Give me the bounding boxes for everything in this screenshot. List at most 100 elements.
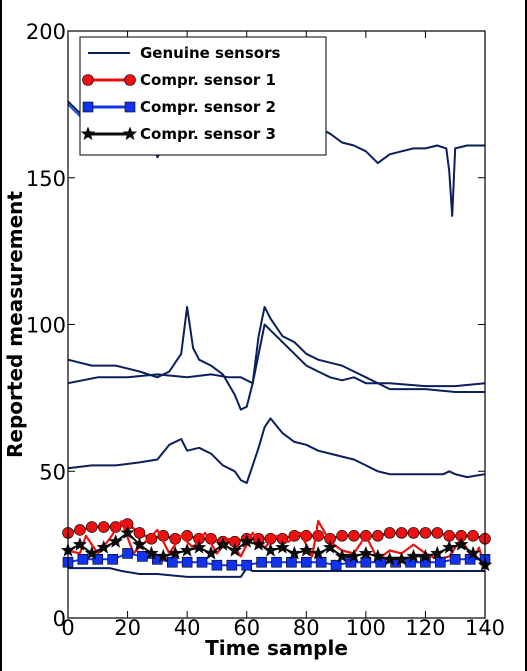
legend-marker	[122, 126, 138, 141]
data-point	[299, 542, 314, 557]
series-line	[67, 305, 485, 411]
data-point	[275, 540, 290, 554]
series-line	[67, 417, 486, 484]
data-point	[394, 551, 409, 566]
data-point	[348, 530, 360, 542]
data-point	[346, 548, 362, 563]
data-point	[120, 525, 135, 539]
data-point	[370, 548, 385, 563]
data-point	[77, 553, 89, 565]
data-point	[310, 545, 326, 560]
right-frame-border	[525, 0, 527, 671]
series-7	[67, 519, 487, 569]
y-tick-label: 100	[26, 314, 66, 338]
y-tick-label: 150	[26, 167, 66, 191]
legend-entry: Compr. sensor 3	[80, 125, 276, 143]
data-point	[467, 530, 479, 542]
x-axis-label: Time sample	[205, 636, 348, 660]
data-point	[443, 530, 456, 542]
data-point	[179, 542, 195, 557]
data-point	[383, 527, 396, 539]
data-point	[241, 559, 253, 571]
data-point	[418, 548, 433, 563]
legend-entries: Genuine sensors Compr. sensor 1 Compr. sen…	[80, 44, 280, 143]
x-tick-label: 0	[61, 616, 74, 640]
data-point	[191, 540, 207, 554]
data-point	[215, 537, 231, 551]
data-point	[137, 551, 148, 562]
data-point	[395, 527, 408, 539]
data-point	[92, 553, 104, 565]
left-frame-border	[0, 0, 2, 671]
data-point	[239, 534, 254, 548]
y-tick-label: 200	[26, 20, 66, 44]
data-point	[256, 556, 267, 568]
series-6	[62, 518, 491, 548]
legend: Genuine sensors Compr. sensor 1 Compr. sen…	[79, 36, 327, 156]
data-point	[122, 548, 133, 559]
series-3	[67, 323, 486, 388]
data-point	[453, 537, 469, 551]
data-point	[435, 556, 446, 568]
data-point	[196, 556, 208, 568]
data-point	[271, 556, 282, 568]
data-point	[287, 545, 302, 560]
legend-marker	[82, 101, 94, 113]
data-point	[133, 527, 146, 539]
x-tick-label: 80	[293, 616, 320, 640]
data-point	[322, 540, 338, 554]
data-point	[145, 532, 158, 545]
series-2	[67, 305, 485, 411]
data-point	[449, 553, 461, 565]
data-point	[300, 556, 312, 568]
data-point	[251, 537, 266, 551]
data-point	[181, 556, 193, 568]
data-point	[358, 545, 374, 560]
data-point	[430, 545, 445, 560]
data-point	[407, 527, 420, 539]
data-point	[211, 559, 223, 571]
legend-marker	[124, 74, 136, 86]
x-tick-label: 60	[233, 616, 260, 640]
legend-label: Compr. sensor 1	[140, 71, 276, 89]
data-point	[97, 521, 110, 533]
x-tick-label: 20	[114, 616, 141, 640]
y-tick-label: 50	[39, 460, 66, 484]
data-point	[360, 556, 372, 568]
series-line	[67, 323, 486, 388]
data-point	[156, 548, 171, 563]
legend-label: Genuine sensors	[140, 44, 280, 62]
data-point	[166, 556, 178, 568]
legend-entry: Genuine sensors	[88, 44, 280, 62]
x-tick-label: 100	[346, 616, 386, 640]
x-tick-label: 40	[174, 616, 201, 640]
x-tick-label: 140	[465, 616, 505, 640]
legend-label: Compr. sensor 3	[140, 125, 276, 143]
legend-marker	[82, 74, 94, 86]
data-point	[86, 521, 98, 533]
data-point	[203, 545, 219, 560]
data-point	[107, 553, 118, 565]
data-point	[108, 534, 123, 548]
ticks-layer: 0 20 40 60 80 100 120 140 0 50 100 150 200	[26, 20, 505, 640]
data-point	[144, 545, 159, 560]
data-point	[168, 545, 183, 560]
legend-marker	[80, 126, 96, 141]
series-4	[67, 417, 486, 484]
data-point	[442, 540, 457, 554]
y-tick-label: 0	[53, 607, 66, 631]
legend-entry: Compr. sensor 1	[82, 71, 276, 89]
data-point	[84, 545, 100, 560]
data-point	[227, 542, 243, 557]
legend-label: Compr. sensor 2	[140, 98, 276, 116]
data-point	[96, 540, 111, 554]
data-point	[336, 530, 348, 542]
data-point	[226, 559, 238, 571]
data-point	[465, 545, 481, 560]
data-point	[74, 524, 86, 536]
data-point	[330, 559, 342, 571]
series-8	[62, 548, 491, 571]
data-point	[181, 530, 193, 542]
data-point	[72, 537, 88, 551]
